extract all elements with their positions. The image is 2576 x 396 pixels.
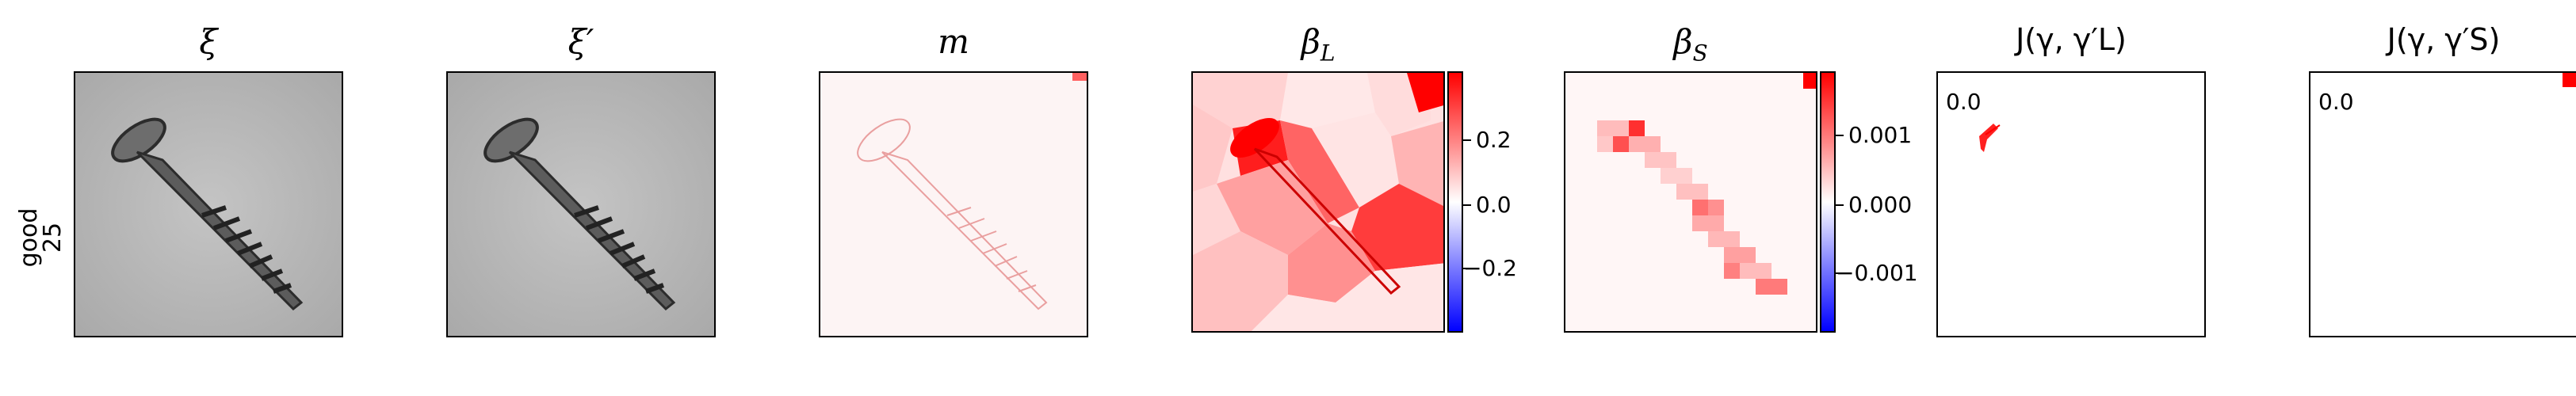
colorbar-beta-l-tick: 0.0 xyxy=(1476,192,1512,218)
jaccard-l-panel xyxy=(1936,71,2206,337)
colorbar-beta-l-tickmark xyxy=(1463,139,1471,141)
jaccard-l-value: 0.0 xyxy=(1946,89,1982,115)
screw-image-original xyxy=(75,73,342,336)
colorbar-beta-l xyxy=(1447,71,1463,333)
row-label-line1: good xyxy=(15,208,43,268)
row-label-line2: 25 xyxy=(39,223,67,253)
panel-title-m: m xyxy=(938,22,969,61)
beta-l-superpixels xyxy=(1193,73,1443,331)
panel-title-xi-prime: ξ′ xyxy=(568,22,594,61)
jaccard-l-overlay xyxy=(1979,124,2001,152)
row-label-svg: good 25 xyxy=(15,208,67,268)
colorbar-beta-s xyxy=(1820,71,1836,333)
colorbar-beta-s-tickmark xyxy=(1836,204,1844,206)
colorbar-beta-s-tickmark xyxy=(1836,272,1844,274)
colorbar-beta-l-tickmark xyxy=(1463,268,1471,269)
colorbar-beta-l-tickmark xyxy=(1463,204,1471,206)
panel-title-beta-s: βS xyxy=(1673,22,1708,67)
colorbar-beta-s-tick: 0.000 xyxy=(1848,192,1913,218)
jaccard-s-overlay xyxy=(2563,73,2576,87)
image-mask xyxy=(819,71,1088,337)
row-label: good 25 xyxy=(6,119,67,356)
colorbar-beta-s-tick: 0.001 xyxy=(1848,122,1913,148)
colorbar-beta-s-tickmark xyxy=(1836,135,1844,136)
heatmap-beta-s xyxy=(1564,71,1817,333)
panel-title-j-l: J(γ, γ′L) xyxy=(2016,22,2127,57)
jaccard-s-value: 0.0 xyxy=(2318,89,2354,115)
mask-image xyxy=(820,73,1087,336)
image-xi xyxy=(74,71,343,337)
panel-title-xi: ξ xyxy=(199,22,218,61)
panel-title-beta-l: βL xyxy=(1301,22,1336,67)
image-xi-prime xyxy=(446,71,716,337)
colorbar-beta-s-tick: −0.001 xyxy=(1836,260,1918,286)
jaccard-s-panel xyxy=(2309,71,2576,337)
colorbar-beta-l-tick: −0.2 xyxy=(1463,255,1517,281)
screw-image-reconstructed xyxy=(448,73,714,336)
colorbar-beta-l-tick: 0.2 xyxy=(1476,127,1512,153)
beta-s-grid xyxy=(1565,73,1816,331)
heatmap-beta-l xyxy=(1191,71,1445,333)
panel-title-j-s: J(γ, γ′S) xyxy=(2387,22,2501,57)
